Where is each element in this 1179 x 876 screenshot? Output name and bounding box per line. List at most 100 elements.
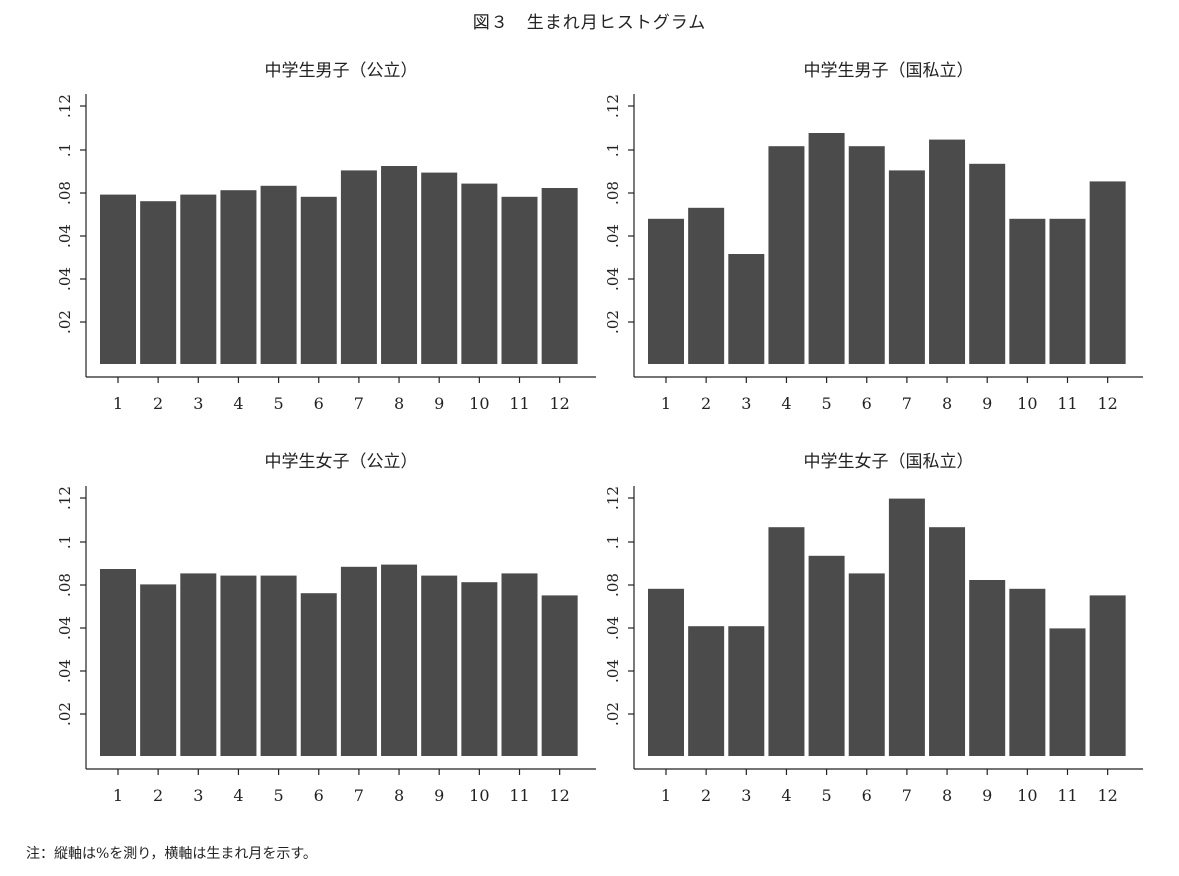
y-tick-label: .02 (56, 702, 74, 726)
bar-month-6 (848, 146, 885, 364)
bar-month-12 (1089, 181, 1126, 364)
y-tick-label: .02 (56, 310, 74, 334)
x-tick-label: 9 (982, 786, 992, 805)
bar-month-9 (969, 163, 1006, 364)
bar-month-4 (220, 190, 257, 364)
x-tick-label: 7 (354, 394, 364, 413)
figure-title: 図３ 生まれ月ヒストグラム (472, 13, 707, 33)
x-tick-label: 7 (902, 394, 912, 413)
x-tick-label: 9 (982, 394, 992, 413)
y-tick-label: .04 (56, 616, 74, 640)
x-tick-label: 6 (314, 786, 324, 805)
bar-month-3 (728, 254, 765, 364)
panel-title: 中学生男子（公立） (265, 61, 418, 81)
bar-month-8 (381, 166, 418, 364)
x-tick-label: 4 (781, 394, 791, 413)
x-tick-label: 12 (549, 394, 569, 413)
bar-month-12 (1089, 595, 1126, 756)
bar-month-4 (220, 575, 257, 756)
chart-panel-3: 中学生女子（公立）.02.04.04.08.1.121 2 3 4 5 6 7 8 9 10 11 1… (56, 452, 596, 805)
bar-month-2 (688, 626, 725, 756)
x-tick-label: 6 (314, 394, 324, 413)
y-tick-label: .04 (604, 659, 622, 683)
x-tick-label: 4 (781, 786, 791, 805)
bar-month-10 (1009, 588, 1046, 756)
x-tick-label: 1 (661, 394, 671, 413)
x-tick-label: 12 (1097, 394, 1117, 413)
y-tick-label: .1 (56, 535, 74, 549)
bar-month-2 (140, 584, 177, 756)
x-tick-label: 7 (354, 786, 364, 805)
chart-panel-4: 中学生女子（国私立）.02.04.04.08.1.121 2 3 4 5 6 7 8 9 10 11… (604, 452, 1143, 805)
x-tick-label: 5 (822, 786, 832, 805)
x-tick-label: 11 (1057, 786, 1077, 805)
x-tick-label: 11 (1057, 394, 1077, 413)
bar-month-5 (808, 133, 845, 364)
y-tick-label: .04 (56, 224, 74, 248)
x-tick-label: 3 (193, 394, 203, 413)
x-tick-label: 11 (509, 394, 529, 413)
bar-month-7 (888, 170, 925, 364)
bar-month-2 (688, 207, 725, 364)
x-tick-label: 5 (274, 786, 284, 805)
x-tick-label: 3 (741, 394, 751, 413)
x-tick-label: 2 (153, 786, 163, 805)
x-tick-label: 8 (942, 394, 952, 413)
y-tick-label: .08 (56, 181, 74, 205)
x-tick-label: 8 (394, 394, 404, 413)
x-tick-label: 5 (822, 394, 832, 413)
x-tick-label: 1 (113, 394, 123, 413)
x-tick-label: 11 (509, 786, 529, 805)
bar-month-8 (381, 564, 418, 756)
y-tick-label: .08 (56, 573, 74, 597)
x-tick-label: 8 (942, 786, 952, 805)
bar-month-6 (300, 593, 337, 756)
bar-month-7 (888, 498, 925, 756)
x-tick-label: 7 (902, 786, 912, 805)
bar-month-12 (541, 188, 578, 364)
x-tick-label: 1 (661, 786, 671, 805)
bar-month-7 (340, 566, 377, 756)
bar-month-10 (461, 582, 498, 756)
x-tick-label: 3 (741, 786, 751, 805)
x-tick-label: 12 (549, 786, 569, 805)
x-tick-label: 2 (701, 394, 711, 413)
y-tick-label: .02 (604, 702, 622, 726)
bar-month-6 (848, 573, 885, 756)
bar-month-10 (1009, 218, 1046, 364)
bar-month-10 (461, 183, 498, 364)
bar-month-5 (260, 575, 297, 756)
x-tick-label: 12 (1097, 786, 1117, 805)
x-tick-label: 4 (233, 394, 243, 413)
bar-month-3 (180, 194, 217, 364)
bar-month-1 (100, 194, 136, 364)
bar-month-2 (140, 201, 177, 364)
y-tick-label: .04 (56, 659, 74, 683)
y-tick-label: .1 (604, 535, 622, 549)
bar-month-11 (501, 573, 538, 756)
y-tick-label: .12 (56, 486, 74, 510)
y-tick-label: .02 (604, 310, 622, 334)
x-tick-label: 6 (862, 786, 872, 805)
bar-month-1 (100, 569, 136, 756)
y-tick-label: .12 (56, 94, 74, 118)
bar-month-5 (260, 185, 297, 364)
x-tick-label: 10 (469, 786, 489, 805)
y-tick-label: .04 (604, 267, 622, 291)
bar-month-4 (768, 146, 805, 364)
bar-month-1 (648, 218, 684, 364)
x-tick-label: 2 (153, 394, 163, 413)
bar-month-8 (929, 139, 966, 364)
x-tick-label: 3 (193, 786, 203, 805)
charts-canvas: 中学生男子（公立）.02.04.04.08.1.121 2 3 4 5 6 7 8 9 10 11 1… (56, 61, 1143, 805)
y-tick-label: .12 (604, 486, 622, 510)
y-tick-label: .04 (56, 267, 74, 291)
bar-month-8 (929, 527, 966, 756)
x-tick-label: 2 (701, 786, 711, 805)
x-tick-label: 10 (1017, 786, 1037, 805)
x-tick-label: 9 (434, 394, 444, 413)
x-tick-label: 10 (469, 394, 489, 413)
x-tick-label: 8 (394, 786, 404, 805)
chart-panel-2: 中学生男子（国私立）.02.04.04.08.1.121 2 3 4 5 6 7 8 9 10 11… (604, 61, 1143, 413)
y-tick-label: .12 (604, 94, 622, 118)
